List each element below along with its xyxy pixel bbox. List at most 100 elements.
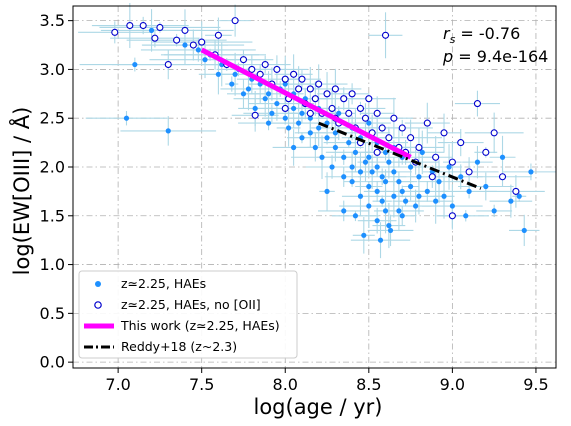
point-hae bbox=[391, 193, 397, 199]
point-hae bbox=[299, 135, 305, 141]
legend: z≃2.25, HAEs z≃2.25, HAEs, no [OII] This… bbox=[78, 270, 298, 359]
point-hae bbox=[182, 42, 188, 48]
annotation-p: p = 9.4e-164 bbox=[442, 47, 548, 66]
annotation-rs: rs = -0.76 bbox=[443, 24, 520, 46]
point-hae-no-oii bbox=[385, 134, 393, 142]
point-hae-no-oii bbox=[198, 38, 206, 46]
point-hae bbox=[433, 198, 439, 204]
point-hae bbox=[312, 144, 318, 151]
point-hae bbox=[441, 193, 447, 199]
point-hae bbox=[374, 164, 380, 170]
point-hae bbox=[382, 179, 389, 185]
point-hae bbox=[336, 110, 342, 116]
point-hae-no-oii bbox=[365, 95, 373, 103]
point-hae bbox=[282, 81, 288, 87]
point-hae-no-oii bbox=[490, 129, 498, 137]
point-hae bbox=[332, 144, 338, 151]
point-hae bbox=[291, 144, 297, 151]
point-hae bbox=[332, 130, 338, 136]
point-hae-no-oii bbox=[261, 60, 269, 69]
point-hae bbox=[352, 149, 359, 155]
point-hae-no-oii bbox=[251, 111, 259, 119]
point-hae-no-oii bbox=[298, 75, 306, 83]
point-hae bbox=[296, 120, 302, 126]
point-hae bbox=[148, 27, 155, 33]
point-hae bbox=[436, 179, 442, 185]
point-hae-no-oii bbox=[281, 75, 289, 83]
point-hae-no-oii bbox=[139, 21, 147, 30]
point-hae bbox=[416, 193, 422, 199]
point-hae-no-oii bbox=[323, 90, 331, 98]
point-hae bbox=[413, 203, 419, 209]
x-tick-label: 7.0 bbox=[105, 375, 130, 394]
point-hae bbox=[307, 130, 313, 136]
point-hae bbox=[387, 227, 394, 234]
point-hae-no-oii bbox=[348, 90, 356, 98]
point-hae-no-oii bbox=[311, 95, 319, 103]
point-hae bbox=[132, 61, 138, 68]
point-hae-no-oii bbox=[315, 80, 323, 88]
point-hae-no-oii bbox=[457, 139, 465, 147]
plot-frame bbox=[72, 5, 557, 369]
point-hae bbox=[449, 203, 455, 209]
point-hae bbox=[466, 188, 472, 194]
point-hae bbox=[341, 208, 347, 214]
point-hae bbox=[316, 125, 322, 131]
y-axis-title: log(EW[OIII] / Å) bbox=[8, 107, 34, 276]
x-tick-label: 8.5 bbox=[356, 375, 381, 394]
point-hae bbox=[508, 198, 514, 204]
point-hae bbox=[374, 218, 380, 224]
y-tick-label: 2.5 bbox=[40, 109, 65, 128]
point-hae bbox=[379, 198, 385, 204]
point-hae-no-oii bbox=[373, 148, 381, 156]
point-hae-no-oii bbox=[482, 148, 490, 156]
point-hae bbox=[499, 154, 506, 160]
fit-line-this-work bbox=[200, 47, 412, 160]
point-hae-no-oii bbox=[164, 60, 172, 69]
point-hae-no-oii bbox=[498, 173, 507, 181]
fit-line-reddy bbox=[318, 121, 482, 190]
point-hae-no-oii bbox=[512, 187, 520, 195]
point-hae bbox=[424, 188, 430, 194]
x-tick-label: 7.5 bbox=[189, 375, 214, 394]
point-hae-no-oii bbox=[306, 85, 314, 93]
point-hae bbox=[165, 128, 171, 134]
point-hae bbox=[407, 183, 414, 190]
point-hae bbox=[346, 140, 352, 146]
point-hae-no-oii bbox=[111, 28, 119, 36]
point-hae-no-oii bbox=[398, 124, 406, 132]
point-hae-no-oii bbox=[407, 134, 415, 142]
point-hae bbox=[362, 159, 369, 165]
point-hae bbox=[195, 47, 201, 53]
point-hae bbox=[407, 164, 414, 170]
point-hae-no-oii bbox=[273, 65, 281, 73]
point-hae-no-oii bbox=[440, 129, 448, 137]
fit-lines bbox=[200, 47, 482, 190]
point-hae bbox=[349, 164, 355, 170]
point-hae bbox=[419, 149, 425, 155]
point-hae bbox=[285, 125, 292, 131]
point-hae bbox=[463, 213, 469, 219]
point-hae-no-oii bbox=[306, 109, 314, 117]
point-hae-no-oii bbox=[151, 34, 159, 42]
point-hae bbox=[399, 213, 405, 219]
point-hae bbox=[324, 188, 330, 194]
point-hae bbox=[361, 232, 367, 238]
point-hae bbox=[386, 159, 392, 165]
point-hae bbox=[382, 149, 389, 155]
point-hae bbox=[123, 115, 130, 121]
point-hae-no-oii bbox=[448, 158, 456, 166]
point-hae bbox=[282, 115, 288, 121]
point-hae bbox=[483, 183, 489, 190]
point-hae bbox=[232, 71, 238, 77]
point-hae-no-oii bbox=[373, 109, 381, 117]
point-hae-no-oii bbox=[473, 100, 481, 108]
legend-label-this-work: This work (z≃2.25, HAEs) bbox=[120, 318, 280, 333]
legend-box bbox=[78, 270, 298, 359]
point-hae bbox=[366, 203, 372, 209]
point-hae bbox=[516, 193, 522, 199]
point-hae-no-oii bbox=[281, 104, 289, 113]
point-hae bbox=[291, 105, 297, 112]
point-hae-no-oii bbox=[181, 26, 189, 34]
point-hae bbox=[386, 222, 392, 229]
